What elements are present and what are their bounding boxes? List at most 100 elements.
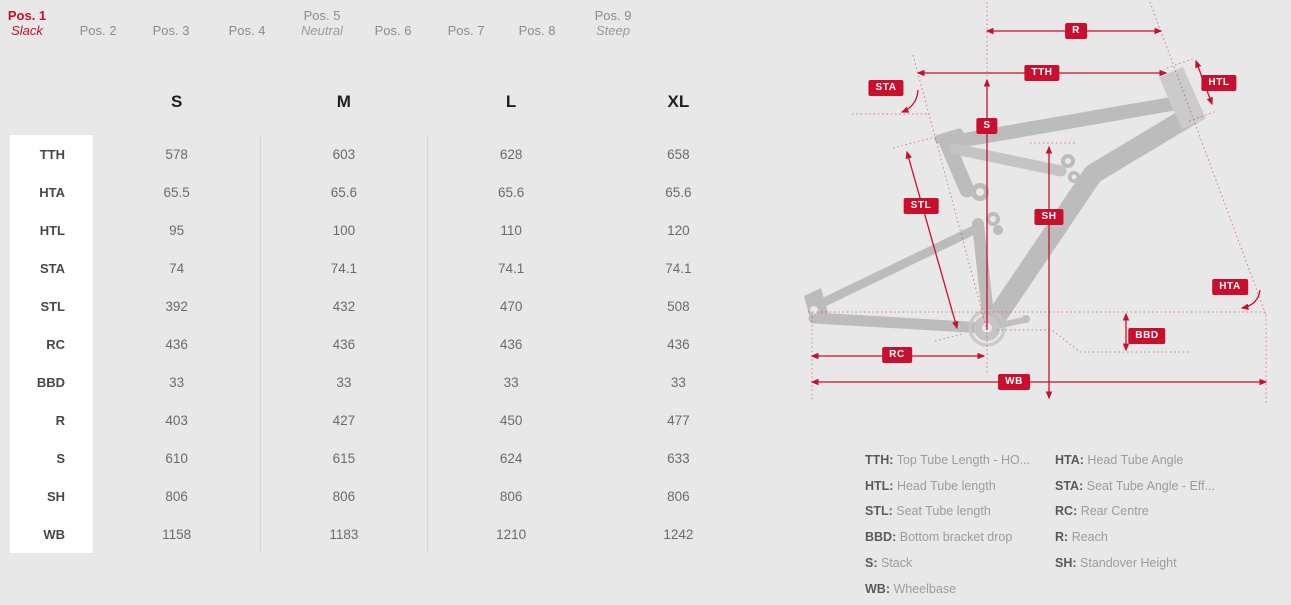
row-label: RC (10, 325, 93, 363)
value-cell: 74.1 (260, 249, 428, 287)
tab-label: Pos. 9 (594, 8, 632, 23)
value-cell: 432 (260, 287, 428, 325)
value-cell: 65.6 (497, 184, 525, 200)
value-cell: 1158 (162, 526, 192, 542)
dim-label-standover: SH (1034, 209, 1064, 225)
tab-sublabel: Neutral (301, 23, 343, 38)
tab-pos-5[interactable]: Pos. 5 Neutral (301, 6, 343, 38)
value-cell: 427 (260, 401, 428, 439)
dim-label-reach: R (1065, 23, 1087, 39)
dim-label-wheelbase: WB (998, 374, 1030, 390)
table-row: SH 806 806 806 806 (10, 477, 762, 515)
tab-pos-1[interactable]: Pos. 1 Slack (8, 6, 46, 38)
legend-item: R: Reach (1055, 530, 1108, 545)
table-row: R 403 427 450 477 (10, 401, 762, 439)
value-cell: 633 (667, 450, 690, 466)
legend-item: STA: Seat Tube Angle - Eff... (1055, 478, 1216, 493)
tab-sublabel: Steep (596, 23, 630, 38)
dim-label-top-tube: TTH (1024, 65, 1060, 81)
value-cell: 110 (500, 222, 522, 238)
value-cell: 95 (169, 222, 185, 238)
tab-pos-9[interactable]: Pos. 9 Steep (595, 6, 632, 38)
size-header-xl: XL (667, 92, 690, 111)
value-cell: 33 (503, 374, 519, 390)
value-cell: 615 (260, 439, 428, 477)
tab-label: Pos. 2 (79, 23, 117, 38)
tab-label: Pos. 4 (228, 23, 266, 38)
table-row: HTL 95 100 110 120 (10, 211, 762, 249)
tab-pos-8[interactable]: Pos. 8 (519, 6, 556, 38)
value-cell: 74.1 (665, 260, 692, 276)
value-cell: 436 (260, 325, 428, 363)
size-header-row: S M L XL (10, 92, 762, 135)
row-label: R (10, 401, 93, 439)
legend-item: WB: Wheelbase (865, 581, 957, 596)
value-cell: 436 (499, 336, 523, 352)
tab-label: Pos. 1 (7, 8, 47, 23)
tab-pos-4[interactable]: Pos. 4 (229, 6, 266, 38)
value-cell: 603 (260, 135, 428, 173)
row-label: SH (10, 477, 93, 515)
size-header-m: M (336, 92, 351, 111)
table-row: TTH 578 603 628 658 (10, 135, 762, 173)
value-cell: 1210 (496, 526, 527, 542)
tab-label: Pos. 8 (518, 23, 556, 38)
legend-item: RC: Rear Centre (1055, 504, 1149, 519)
value-cell: 436 (165, 336, 188, 352)
legend-item: HTL: Head Tube length (865, 478, 996, 493)
table-row: WB 1158 1183 1210 1242 (10, 515, 762, 553)
value-cell: 120 (667, 222, 690, 238)
row-label: TTH (10, 135, 93, 173)
value-cell: 658 (667, 146, 690, 162)
value-cell: 508 (667, 298, 690, 314)
value-cell: 610 (165, 450, 188, 466)
value-cell: 74 (169, 260, 185, 276)
tab-label: Pos. 7 (447, 23, 485, 38)
size-header-l: L (505, 92, 517, 111)
table-row: BBD 33 33 33 33 (10, 363, 762, 401)
legend-column-right: HTA: Head Tube Angle STA: Seat Tube Angl… (1055, 448, 1215, 577)
tab-label: Pos. 5 (303, 8, 341, 23)
value-cell: 806 (165, 488, 188, 504)
value-cell: 806 (260, 477, 428, 515)
legend-item: S: Stack (865, 555, 913, 570)
frame-diagram-svg (804, 1, 1268, 403)
legend-item: TTH: Top Tube Length - HO... (865, 453, 1031, 467)
tab-label: Pos. 6 (374, 23, 412, 38)
value-cell: 450 (499, 412, 523, 428)
value-cell: 1242 (663, 526, 694, 542)
tab-pos-6[interactable]: Pos. 6 (375, 6, 412, 38)
row-label: HTL (10, 211, 93, 249)
tab-pos-7[interactable]: Pos. 7 (448, 6, 485, 38)
table-row: STL 392 432 470 508 (10, 287, 762, 325)
head-tube (1159, 66, 1206, 130)
table-row: STA 74 74.1 74.1 74.1 (10, 249, 762, 287)
value-cell: 628 (499, 146, 523, 162)
frame-geometry-diagram: R TTH HTL STA S STL SH HTA BBD RC WB (790, 0, 1291, 440)
legend-item: STL: Seat Tube length (865, 504, 991, 519)
value-cell: 436 (667, 336, 690, 352)
value-cell: 624 (499, 450, 523, 466)
dim-label-stack: S (976, 118, 998, 134)
tab-pos-2[interactable]: Pos. 2 (80, 6, 117, 38)
tab-sublabel: Slack (11, 23, 43, 38)
row-label: WB (10, 515, 93, 553)
size-header-s: S (170, 92, 183, 111)
value-cell: 470 (499, 298, 523, 314)
value-cell: 806 (667, 488, 690, 504)
value-cell: 100 (260, 211, 428, 249)
tab-label: Pos. 3 (152, 23, 190, 38)
value-cell: 65.6 (260, 173, 428, 211)
row-label: STL (10, 287, 93, 325)
value-cell: 33 (169, 374, 185, 390)
table-row: S 610 615 624 633 (10, 439, 762, 477)
value-cell: 403 (165, 412, 188, 428)
tab-pos-3[interactable]: Pos. 3 (153, 6, 190, 38)
row-label: BBD (10, 363, 93, 401)
reference-lines (808, 1, 1268, 403)
dim-label-head-tube-len: HTL (1201, 75, 1237, 91)
row-label: S (10, 439, 93, 477)
geometry-table: S M L XL TTH 578 603 628 658 HTA 65.5 65.6 65.6… (10, 92, 762, 553)
value-cell: 65.6 (665, 184, 692, 200)
